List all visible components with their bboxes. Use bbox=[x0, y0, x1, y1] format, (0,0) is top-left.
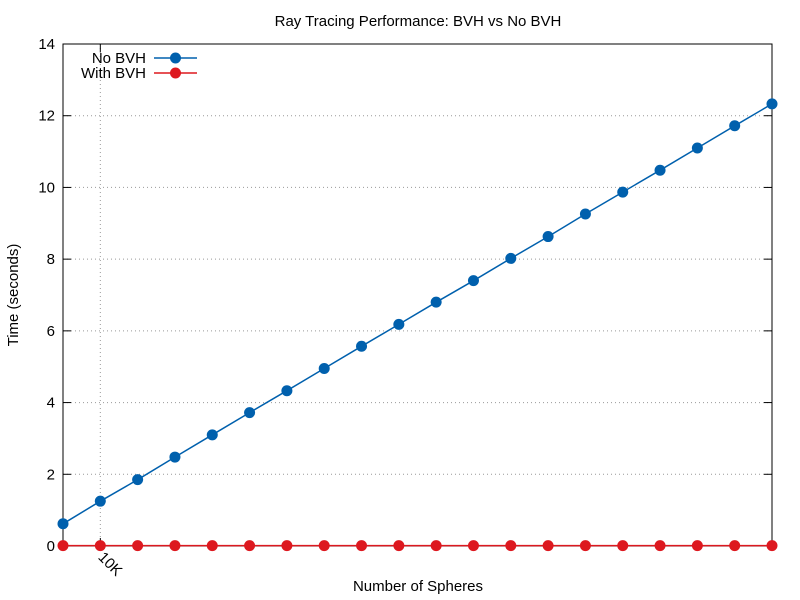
data-point bbox=[467, 540, 479, 552]
data-point bbox=[57, 518, 69, 530]
data-point bbox=[430, 540, 442, 552]
data-point bbox=[393, 318, 405, 330]
y-tick-label: 6 bbox=[47, 323, 55, 340]
data-point bbox=[281, 540, 293, 552]
data-point bbox=[393, 540, 405, 552]
legend-label: With BVH bbox=[81, 65, 146, 82]
data-point bbox=[94, 540, 106, 552]
data-point bbox=[132, 474, 144, 486]
data-point bbox=[542, 540, 554, 552]
data-point bbox=[505, 252, 517, 264]
x-tick-label: 10K bbox=[94, 549, 125, 580]
data-point bbox=[766, 98, 778, 110]
series-line bbox=[62, 103, 773, 525]
x-axis-label: Number of Spheres bbox=[353, 578, 483, 595]
y-tick-label: 14 bbox=[38, 36, 55, 53]
data-point bbox=[617, 186, 629, 198]
data-point bbox=[579, 208, 591, 220]
data-point bbox=[505, 540, 517, 552]
data-point bbox=[356, 340, 368, 352]
data-point bbox=[206, 429, 218, 441]
data-point bbox=[654, 540, 666, 552]
y-axis-ticks: 0 2 4 6 8 10 12 14 bbox=[38, 36, 772, 555]
y-tick-label: 0 bbox=[47, 538, 55, 555]
data-point bbox=[766, 540, 778, 552]
data-point bbox=[691, 540, 703, 552]
data-point bbox=[132, 540, 144, 552]
data-point bbox=[729, 540, 741, 552]
series-with-bvh bbox=[57, 540, 778, 552]
y-tick-label: 12 bbox=[38, 108, 55, 125]
data-point bbox=[467, 275, 479, 287]
legend-marker bbox=[170, 52, 181, 64]
data-point bbox=[654, 164, 666, 176]
series-no-bvh bbox=[57, 98, 778, 530]
y-tick-label: 4 bbox=[47, 395, 55, 412]
data-point bbox=[169, 451, 181, 463]
data-point bbox=[430, 296, 442, 308]
plot-border bbox=[62, 43, 773, 547]
data-point bbox=[57, 540, 69, 552]
data-point bbox=[691, 142, 703, 154]
data-point bbox=[206, 540, 218, 552]
data-point bbox=[94, 495, 106, 507]
data-point bbox=[318, 540, 330, 552]
data-point bbox=[244, 407, 256, 419]
legend-label: No BVH bbox=[92, 50, 146, 67]
data-point bbox=[169, 540, 181, 552]
series-group bbox=[57, 98, 778, 552]
data-point bbox=[579, 540, 591, 552]
y-tick-label: 8 bbox=[47, 251, 55, 268]
data-point bbox=[729, 120, 741, 132]
data-point bbox=[542, 231, 554, 243]
legend-marker bbox=[170, 67, 181, 79]
data-point bbox=[244, 540, 256, 552]
data-point bbox=[318, 363, 330, 375]
grid-lines bbox=[63, 44, 772, 546]
data-point bbox=[617, 540, 629, 552]
data-point bbox=[281, 385, 293, 397]
chart-title: Ray Tracing Performance: BVH vs No BVH bbox=[275, 13, 562, 30]
y-axis-label: Time (seconds) bbox=[5, 244, 22, 347]
y-tick-label: 10 bbox=[38, 179, 55, 196]
y-tick-label: 2 bbox=[47, 466, 55, 483]
data-point bbox=[356, 540, 368, 552]
